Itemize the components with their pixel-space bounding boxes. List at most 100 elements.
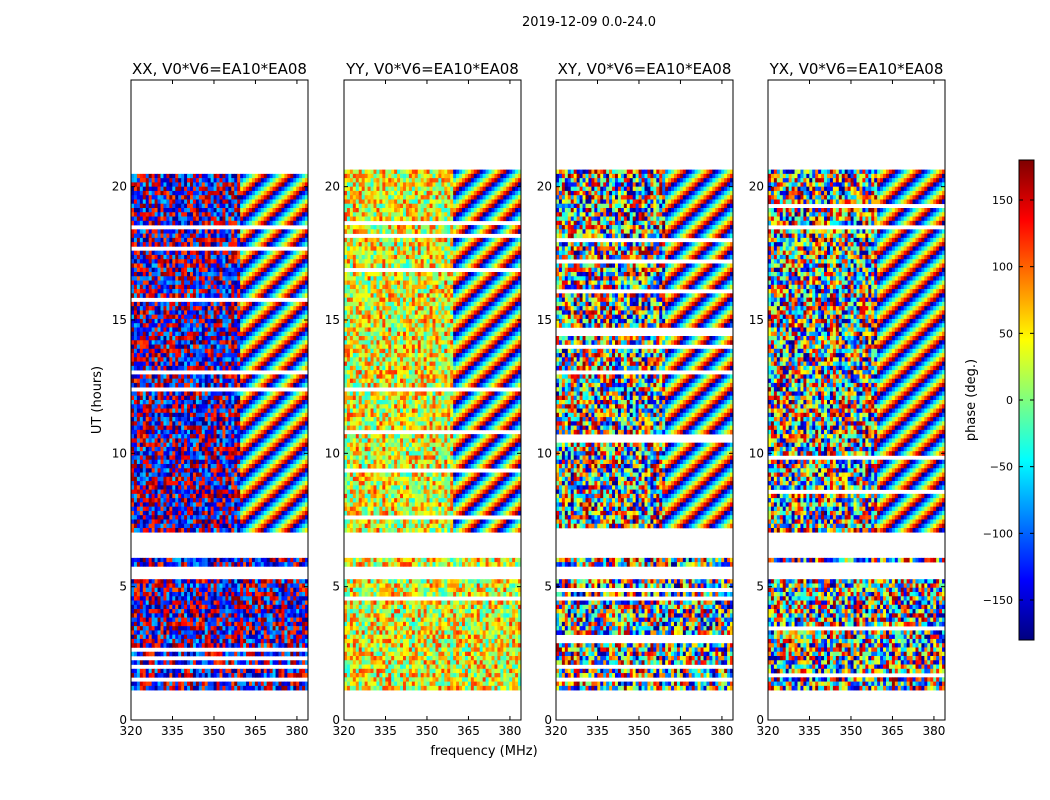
heatmap-cell bbox=[260, 280, 265, 286]
heatmap-cell bbox=[246, 455, 250, 461]
heatmap-cell bbox=[213, 344, 217, 350]
heatmap-cell bbox=[237, 515, 241, 520]
heatmap-cell bbox=[225, 327, 229, 333]
heatmap-cell bbox=[166, 519, 170, 525]
heatmap-cell bbox=[154, 323, 158, 328]
heatmap-cell bbox=[225, 272, 229, 277]
heatmap-cell bbox=[154, 301, 158, 307]
heatmap-cell bbox=[148, 417, 153, 422]
heatmap-cell bbox=[228, 408, 232, 414]
heatmap-cell bbox=[178, 344, 182, 350]
heatmap-cell bbox=[198, 212, 203, 217]
heatmap-cell bbox=[145, 229, 150, 234]
heatmap-cell bbox=[231, 515, 235, 520]
heatmap-cell bbox=[166, 195, 170, 200]
heatmap-cell bbox=[187, 348, 191, 354]
heatmap-cell bbox=[163, 229, 167, 234]
heatmap-cell bbox=[302, 173, 306, 179]
heatmap-cell bbox=[145, 374, 150, 379]
heatmap-cell bbox=[240, 250, 244, 256]
heatmap-cell bbox=[172, 254, 176, 260]
heatmap-cell bbox=[234, 510, 238, 516]
heatmap-cell bbox=[163, 382, 167, 388]
heatmap-cell bbox=[131, 301, 135, 307]
heatmap-cell bbox=[192, 391, 197, 397]
heatmap-cell bbox=[278, 579, 282, 584]
heatmap-cell bbox=[190, 519, 194, 525]
heatmap-cell bbox=[198, 263, 203, 269]
heatmap-cell bbox=[172, 438, 176, 443]
heatmap-cell bbox=[249, 216, 253, 222]
heatmap-cell bbox=[142, 451, 147, 456]
heatmap-cell bbox=[163, 485, 167, 490]
heatmap-cell bbox=[154, 378, 158, 384]
heatmap-cell bbox=[225, 310, 229, 315]
heatmap-cell bbox=[290, 502, 294, 507]
heatmap-cell bbox=[154, 259, 158, 264]
heatmap-cell bbox=[251, 464, 256, 469]
heatmap-cell bbox=[222, 280, 226, 286]
heatmap-cell bbox=[160, 272, 164, 277]
heatmap-cell bbox=[293, 476, 297, 482]
heatmap-cell bbox=[151, 216, 155, 222]
heatmap-cell bbox=[210, 348, 214, 354]
heatmap-cell bbox=[160, 186, 164, 192]
heatmap-cell bbox=[133, 391, 138, 397]
heatmap-cell bbox=[240, 408, 244, 414]
heatmap-cell bbox=[246, 382, 250, 388]
heatmap-cell bbox=[163, 408, 167, 414]
heatmap-cell bbox=[234, 476, 238, 482]
heatmap-cell bbox=[237, 498, 241, 503]
heatmap-cell bbox=[187, 365, 191, 371]
heatmap-cell bbox=[260, 284, 265, 290]
heatmap-cell bbox=[181, 178, 185, 183]
heatmap-cell bbox=[187, 182, 191, 187]
heatmap-cell bbox=[192, 280, 197, 286]
heatmap-cell bbox=[190, 425, 194, 431]
heatmap-cell bbox=[290, 263, 294, 269]
heatmap-cell bbox=[251, 199, 256, 205]
heatmap-cell bbox=[198, 267, 203, 273]
heatmap-cell bbox=[213, 229, 217, 234]
heatmap-cell bbox=[305, 361, 309, 367]
heatmap-cell bbox=[296, 404, 300, 409]
heatmap-cell bbox=[131, 254, 135, 260]
heatmap-cell bbox=[207, 468, 212, 473]
heatmap-cell bbox=[198, 301, 203, 307]
heatmap-cell bbox=[201, 272, 206, 277]
heatmap-cell bbox=[243, 331, 247, 337]
heatmap-cell bbox=[284, 254, 288, 260]
heatmap-cell bbox=[299, 331, 303, 337]
heatmap-cell bbox=[219, 485, 223, 490]
heatmap-cell bbox=[163, 331, 167, 337]
heatmap-cell bbox=[228, 306, 232, 311]
heatmap-cell bbox=[172, 446, 176, 452]
heatmap-cell bbox=[284, 481, 288, 486]
heatmap-cell bbox=[136, 259, 141, 264]
heatmap-cell bbox=[187, 229, 191, 234]
heatmap-cell bbox=[166, 489, 170, 495]
heatmap-cell bbox=[157, 178, 161, 183]
heatmap-cell bbox=[278, 361, 282, 367]
heatmap-cell bbox=[192, 515, 197, 520]
heatmap-cell bbox=[145, 301, 150, 307]
heatmap-cell bbox=[231, 267, 235, 273]
heatmap-cell bbox=[299, 515, 303, 520]
heatmap-cell bbox=[207, 378, 212, 384]
heatmap-cell bbox=[190, 515, 194, 520]
heatmap-cell bbox=[290, 233, 294, 239]
heatmap-cell bbox=[131, 216, 135, 222]
heatmap-cell bbox=[275, 481, 279, 486]
heatmap-cell bbox=[275, 438, 279, 443]
heatmap-cell bbox=[290, 417, 294, 422]
heatmap-cell bbox=[178, 250, 182, 256]
heatmap-cell bbox=[299, 425, 303, 431]
heatmap-cell bbox=[172, 557, 176, 563]
heatmap-cell bbox=[181, 446, 185, 452]
heatmap-cell bbox=[234, 263, 238, 269]
heatmap-cell bbox=[157, 203, 161, 209]
heatmap-cell bbox=[228, 395, 232, 401]
heatmap-cell bbox=[231, 340, 235, 345]
heatmap-cell bbox=[198, 178, 203, 183]
heatmap-cell bbox=[219, 498, 223, 503]
